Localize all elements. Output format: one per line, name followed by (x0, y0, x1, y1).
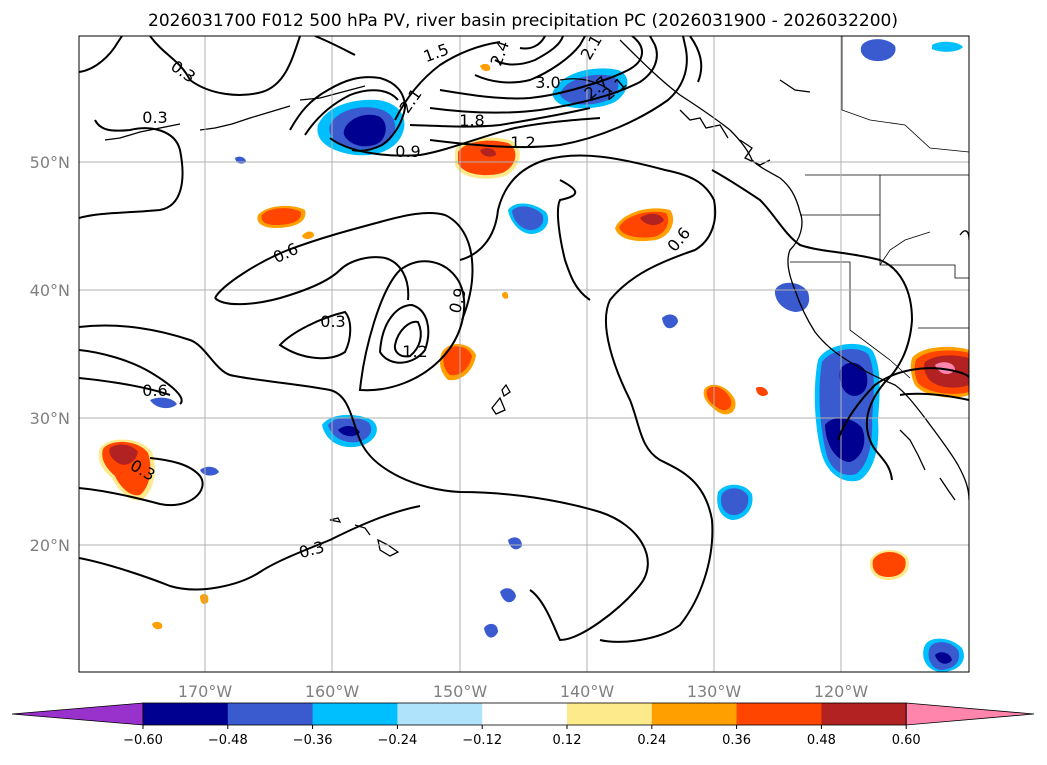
colorbar-swatch (651, 703, 738, 725)
lon-label: 130°W (687, 682, 742, 701)
longitude-labels: 170°W 160°W 150°W 140°W 130°W 120°W (178, 682, 869, 701)
colorbar-swatch (227, 703, 314, 725)
colorbar-tick-label: −0.36 (293, 733, 333, 748)
colorbar-tick-label: 0.48 (807, 733, 836, 748)
colorbar-tick-label: −0.48 (208, 733, 248, 748)
colorbar-frame (142, 702, 907, 726)
colorbar-swatch (312, 703, 398, 725)
colorbar-swatch (143, 703, 229, 725)
contour-label: 0.3 (142, 108, 167, 127)
precip-blob-negative (150, 397, 177, 409)
colorbar-swatch (397, 703, 483, 725)
colorbar-swatch (736, 703, 822, 725)
lon-label: 150°W (433, 682, 488, 701)
colorbar: −0.60 −0.48 −0.36 −0.24 −0.12 0.12 0.24 0.36 0.4… (11, 702, 1035, 748)
lat-label: 30°N (30, 409, 70, 428)
contour-label: 0.3 (320, 312, 345, 331)
map-title: 2026031700 F012 500 hPa PV, river basin … (148, 11, 898, 31)
colorbar-tick-label: 0.60 (892, 733, 921, 748)
map-frame (78, 35, 970, 673)
contour-label: 0.9 (395, 142, 420, 161)
colorbar-tick-label: −0.60 (123, 733, 163, 748)
latitude-labels: 50°N 40°N 30°N 20°N (30, 153, 70, 555)
pv-contours (79, 36, 969, 643)
lon-label: 170°W (178, 682, 233, 701)
map-panel: 0.3 0.3 0.3 0.3 0.6 0.6 0.6 0.9 0.9 1.2 … (79, 36, 969, 672)
precip-blob-negative (860, 39, 896, 62)
lat-label: 50°N (30, 153, 70, 172)
colorbar-tick-label: 0.24 (637, 733, 666, 748)
colorbar-tick-label: 0.12 (553, 733, 582, 748)
contour-label: 3.0 (535, 73, 560, 92)
lon-label: 160°W (305, 682, 360, 701)
colorbar-tick-label: −0.12 (462, 733, 502, 748)
lat-label: 20°N (30, 536, 70, 555)
colorbar-swatch (821, 703, 907, 725)
gridlines (79, 36, 969, 672)
colorbar-tick-label: 0.36 (722, 733, 751, 748)
colorbar-tick-label: −0.24 (377, 733, 417, 748)
colorbar-swatch (567, 703, 653, 725)
contour-label: 1.2 (510, 133, 535, 152)
colorbar-extend-high (905, 702, 1035, 726)
political-borders (790, 36, 969, 379)
contour-label: 1.8 (459, 111, 484, 130)
colorbar-extend-low (11, 702, 144, 726)
contour-label: 0.6 (142, 381, 167, 400)
lon-label: 140°W (560, 682, 615, 701)
lat-label: 40°N (30, 281, 70, 300)
coastlines (104, 39, 969, 557)
contour-label: 1.2 (402, 342, 427, 361)
lon-label: 120°W (814, 682, 869, 701)
colorbar-swatch (482, 703, 568, 725)
